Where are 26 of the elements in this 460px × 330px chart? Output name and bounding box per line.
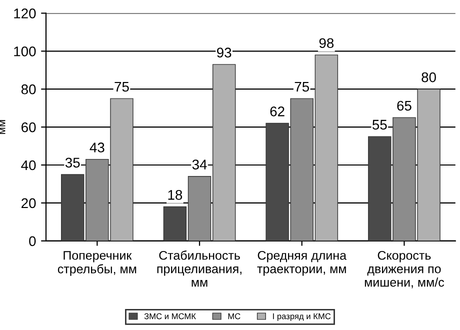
x-tick-label: Стабильность прицеливания, мм [157,250,242,287]
x-tick-label: Средняя длина траектории, мм [257,250,347,276]
data-label: 18 [168,190,182,200]
y-tick-label: 120 [14,8,36,18]
data-label: 55 [372,120,387,130]
y-tick-label: 20 [22,198,36,208]
x-tick-label: Поперечник стрельбы, мм [58,251,136,276]
data-label: 34 [192,160,207,170]
data-label: 43 [90,142,104,152]
data-label: 98 [319,38,334,48]
y-tick-label: 0 [29,236,36,246]
data-label: 75 [114,82,129,92]
data-label: 75 [294,82,310,92]
data-label: 93 [217,48,232,58]
data-label: 65 [397,100,412,111]
legend-label: МС [228,313,240,320]
x-tick-label: Скорость движения по мишени, мм/с [364,250,444,288]
legend-label: ЗМС и МСМК [144,313,196,320]
data-label: 80 [422,72,436,82]
y-tick-label: 60 [22,122,36,132]
data-label: 35 [65,158,80,168]
y-tick-label: 100 [14,46,36,56]
data-label: 62 [270,106,284,116]
y-tick-label: 40 [21,160,36,170]
legend-label: I разряд и КМС [273,313,331,321]
y-tick-label: 80 [21,84,36,94]
